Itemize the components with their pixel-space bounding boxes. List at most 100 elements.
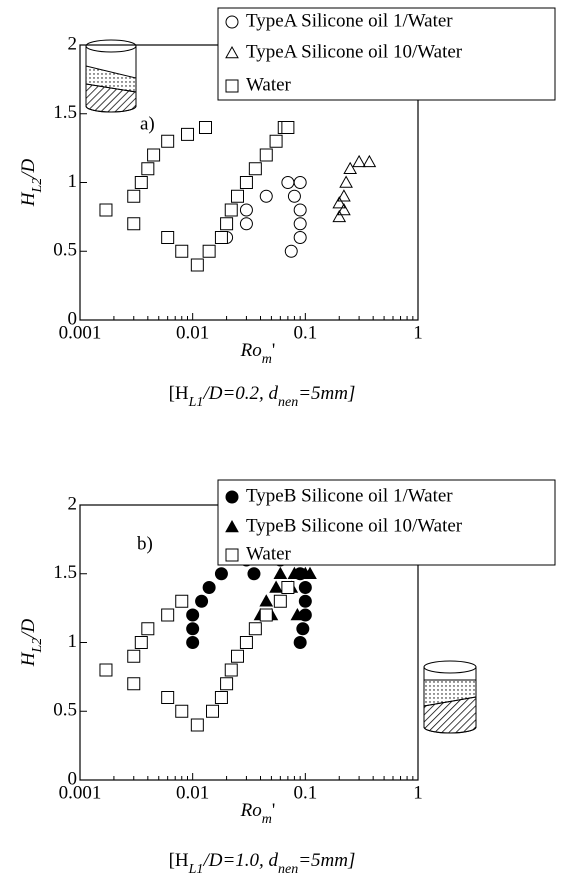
y-tick-label: 0 [68, 308, 78, 329]
marker [225, 519, 239, 533]
caption-part: =5mm] [298, 383, 355, 404]
marker [293, 231, 307, 244]
marker [352, 154, 366, 168]
marker [293, 636, 307, 649]
marker [298, 581, 312, 594]
marker [199, 121, 213, 134]
marker [273, 594, 287, 608]
legend-label: TypeB Silicone oil 10/Water [246, 515, 463, 536]
x-axis-label-part: m [262, 812, 272, 827]
legend-label: TypeA Silicone oil 10/Water [246, 41, 463, 62]
marker [259, 189, 273, 203]
marker [190, 718, 204, 732]
marker [269, 580, 283, 593]
legend-box [217, 479, 556, 566]
marker [161, 134, 175, 148]
marker [293, 203, 307, 217]
marker [214, 567, 228, 581]
marker [259, 594, 274, 607]
x-tick-label: 0.1 [293, 322, 317, 343]
inset-a [85, 39, 137, 113]
marker [281, 121, 295, 134]
x-axis-label-part: ' [272, 800, 275, 821]
y-axis-label-part: H [18, 191, 39, 207]
marker [202, 581, 216, 594]
marker [247, 567, 261, 581]
marker [224, 663, 238, 677]
marker [220, 217, 234, 231]
marker [161, 231, 175, 244]
marker [259, 608, 273, 622]
caption-part: L1 [188, 862, 204, 877]
x-axis-label-part: Ro [240, 340, 262, 361]
caption-part: [H [169, 850, 189, 871]
marker [186, 622, 200, 636]
x-tick-label: 0.001 [59, 322, 102, 343]
marker [147, 148, 161, 162]
marker [161, 691, 175, 704]
x-tick-label: 0.01 [176, 322, 209, 343]
y-axis-label-part: /D [18, 158, 39, 178]
marker [99, 663, 113, 677]
marker [186, 636, 200, 649]
marker [293, 217, 307, 231]
marker [225, 548, 239, 562]
legend-label: Water [246, 74, 292, 95]
marker [181, 127, 195, 141]
annotation: a) [140, 113, 155, 134]
marker [231, 189, 245, 203]
marker [239, 636, 253, 649]
y-axis-label-part: H [18, 651, 39, 667]
caption-part: /D=1.0, d [202, 850, 278, 871]
marker [202, 244, 216, 258]
x-axis-label-part: Ro [240, 800, 262, 821]
marker [175, 704, 189, 718]
marker [186, 608, 200, 622]
marker [362, 154, 377, 168]
caption-part: nen [278, 395, 298, 410]
y-axis-label: HL2/D [18, 618, 44, 667]
marker [337, 189, 351, 202]
marker [224, 203, 238, 217]
marker [290, 607, 305, 621]
legend-label: TypeA Silicone oil 1/Water [246, 10, 453, 31]
caption: [HL1/D=0.2, dnen=5mm] [169, 383, 356, 409]
inset-b [423, 660, 477, 734]
x-tick-label: 1 [413, 322, 423, 343]
caption-part: nen [278, 862, 298, 877]
x-tick-label: 0.1 [293, 782, 317, 803]
marker [273, 566, 288, 580]
y-tick-label: 0 [68, 768, 78, 789]
marker [231, 649, 245, 663]
marker [239, 203, 253, 217]
marker [281, 176, 295, 189]
marker [141, 162, 155, 176]
marker [175, 594, 189, 608]
marker [248, 622, 262, 636]
x-axis-label: Rom' [240, 800, 276, 826]
marker [293, 176, 307, 189]
marker [287, 189, 301, 203]
marker [284, 244, 298, 258]
marker [332, 196, 347, 209]
marker [161, 608, 175, 622]
y-axis-label-part: L2 [30, 638, 45, 654]
marker [303, 566, 317, 580]
x-tick-label: 0.01 [176, 782, 209, 803]
marker [248, 162, 262, 176]
marker [239, 176, 253, 189]
marker [134, 176, 148, 189]
marker [195, 594, 209, 608]
y-tick-label: 0.5 [53, 240, 77, 261]
marker [225, 79, 239, 93]
x-axis-label: Rom' [240, 340, 276, 366]
marker [225, 45, 239, 59]
marker [296, 622, 310, 636]
marker [214, 231, 228, 244]
marker [175, 244, 189, 258]
marker [225, 15, 239, 29]
marker [298, 594, 312, 608]
marker [214, 691, 228, 704]
marker [337, 202, 351, 216]
caption-part: [H [169, 383, 189, 404]
